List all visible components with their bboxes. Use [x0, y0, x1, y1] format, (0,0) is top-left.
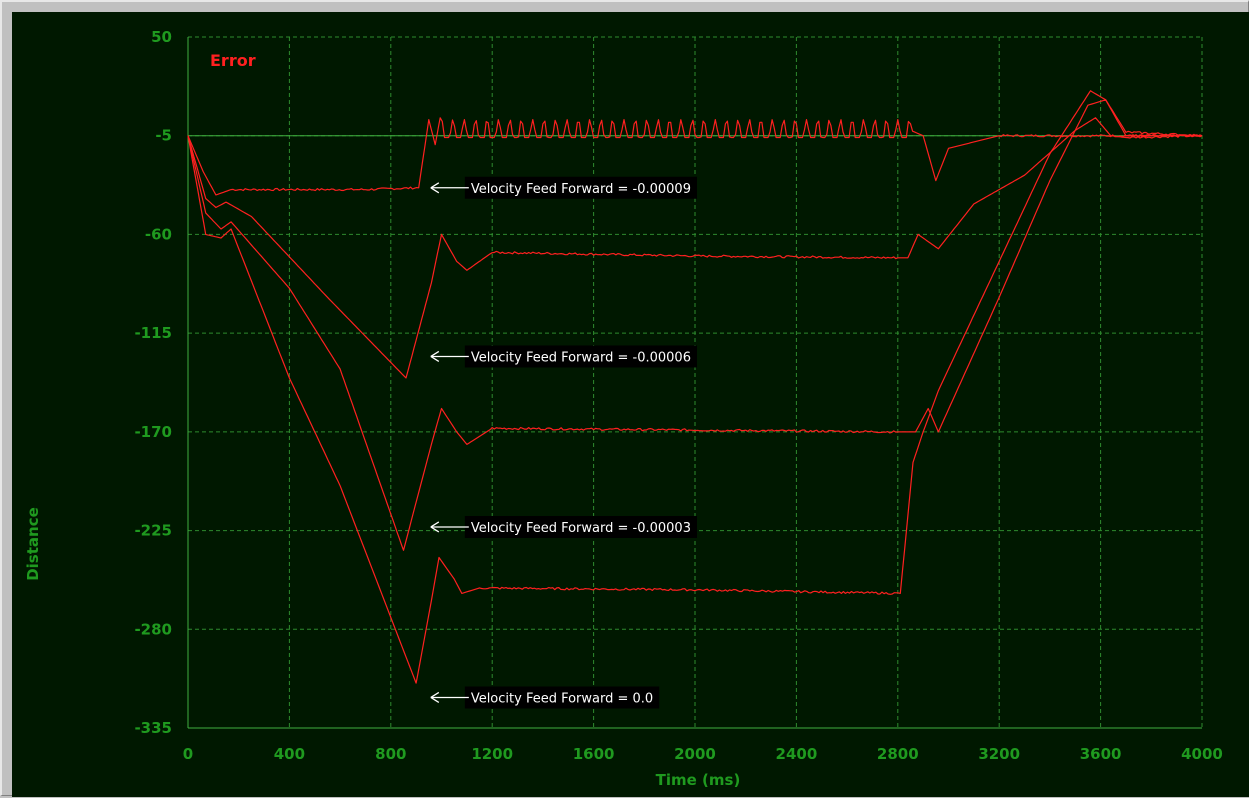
- arrow-head-icon: [430, 350, 440, 363]
- arrow-head-icon: [430, 182, 440, 194]
- series-line-3: [187, 99, 1203, 551]
- annotation-layer: Velocity Feed Forward = -0.00009 Velocity…: [430, 176, 697, 709]
- x-tick-label: 800: [375, 745, 406, 763]
- plot-background: [12, 12, 1249, 797]
- series-line-4: [187, 90, 1203, 684]
- series-layer: [187, 90, 1203, 684]
- y-tick-label: 50: [151, 28, 172, 46]
- x-tick-label: 4000: [1181, 745, 1223, 763]
- annotation-box: [464, 686, 660, 709]
- y-tick-label: -225: [134, 522, 172, 540]
- x-tick-label: 3200: [978, 745, 1020, 763]
- grid: [187, 36, 1203, 729]
- annotation-box: [464, 176, 697, 199]
- x-axis-label: Time (ms): [656, 771, 741, 789]
- tick-labels: 0 400 800 1200 1600 2000 2400 2800 3200 3600 4000 5…: [134, 28, 1222, 763]
- annotation-label: Velocity Feed Forward = -0.00006: [471, 350, 691, 365]
- annotation-label: Velocity Feed Forward = 0.0: [471, 691, 653, 706]
- x-tick-label: 3600: [1080, 745, 1122, 763]
- chart-title: Error: [210, 51, 256, 70]
- x-tick-label: 2400: [776, 745, 818, 763]
- annotation-2: Velocity Feed Forward = -0.00006: [430, 345, 697, 368]
- y-tick-label: -60: [145, 225, 172, 243]
- arrow-head-icon: [430, 691, 440, 704]
- y-tick-label: -280: [134, 620, 172, 638]
- annotation-box: [464, 515, 697, 538]
- annotation-1: Velocity Feed Forward = -0.00009: [430, 176, 697, 199]
- y-tick-label: -170: [134, 423, 172, 441]
- annotation-4: Velocity Feed Forward = 0.0: [430, 686, 660, 709]
- arrow-head-icon: [430, 521, 440, 533]
- series-line-2: [187, 117, 1203, 379]
- x-tick-label: 0: [183, 745, 193, 763]
- annotation-box: [464, 345, 697, 368]
- y-tick-label: -335: [134, 719, 172, 737]
- x-tick-label: 1200: [471, 745, 513, 763]
- annotation-label: Velocity Feed Forward = -0.00009: [471, 182, 691, 197]
- x-tick-label: 2000: [674, 745, 716, 763]
- annotation-label: Velocity Feed Forward = -0.00003: [471, 521, 691, 536]
- series-line-1: [187, 117, 1203, 196]
- y-tick-label: -5: [155, 127, 172, 145]
- x-tick-label: 400: [274, 745, 305, 763]
- x-tick-label: 1600: [573, 745, 615, 763]
- y-axis-label: Distance: [24, 507, 42, 581]
- annotation-3: Velocity Feed Forward = -0.00003: [430, 515, 697, 538]
- y-tick-label: -115: [134, 324, 172, 342]
- x-tick-label: 2800: [877, 745, 919, 763]
